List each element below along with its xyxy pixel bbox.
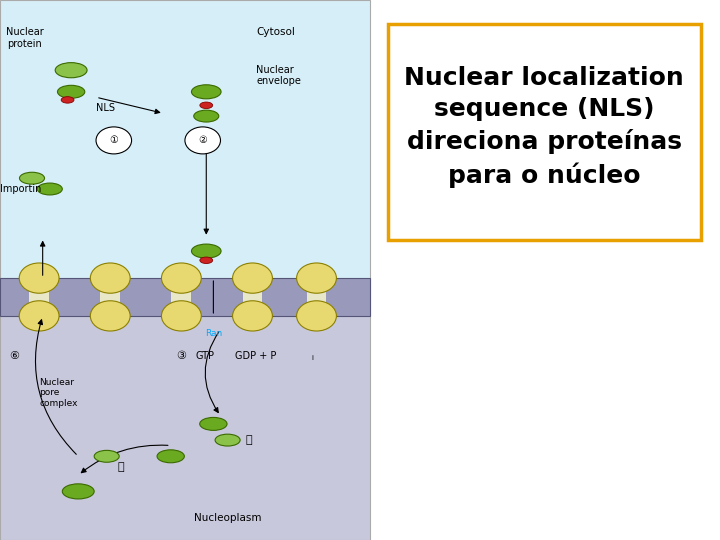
Text: NLS: NLS (96, 103, 115, 113)
Text: ⑥: ⑥ (9, 352, 19, 361)
Circle shape (161, 263, 202, 293)
Bar (100, 278, 120, 316)
Text: GTP: GTP (196, 352, 215, 361)
Text: Importin: Importin (0, 184, 41, 194)
Text: ⑸: ⑸ (117, 462, 125, 472)
Ellipse shape (157, 450, 184, 463)
Circle shape (185, 127, 220, 154)
Circle shape (233, 301, 272, 331)
Bar (30, 278, 49, 316)
Text: Nuclear
pore
complex: Nuclear pore complex (39, 378, 78, 408)
Circle shape (90, 301, 130, 331)
FancyBboxPatch shape (0, 0, 370, 297)
Text: ③: ③ (176, 352, 186, 361)
Ellipse shape (192, 244, 221, 258)
Ellipse shape (200, 257, 212, 264)
Text: ⑷: ⑷ (246, 435, 252, 445)
Circle shape (19, 263, 59, 293)
Text: ①: ① (109, 136, 118, 145)
Text: ②: ② (198, 136, 207, 145)
Text: Nuclear
envelope: Nuclear envelope (256, 65, 301, 86)
Text: i: i (312, 355, 313, 361)
Ellipse shape (19, 172, 45, 184)
Circle shape (90, 263, 130, 293)
Text: GDP + P: GDP + P (235, 352, 276, 361)
Ellipse shape (63, 484, 94, 499)
Circle shape (297, 301, 336, 331)
FancyBboxPatch shape (387, 24, 701, 240)
Circle shape (96, 127, 132, 154)
Bar (0, 278, 370, 316)
FancyBboxPatch shape (0, 297, 370, 540)
Text: Nucleoplasm: Nucleoplasm (194, 514, 261, 523)
Circle shape (297, 263, 336, 293)
Text: Nuclear localization
sequence (NLS)
direciona proteínas
para o núcleo: Nuclear localization sequence (NLS) dire… (404, 66, 684, 188)
Text: Cytosol: Cytosol (256, 27, 295, 37)
Text: Ran: Ran (204, 328, 222, 338)
Ellipse shape (61, 97, 74, 103)
Ellipse shape (94, 450, 120, 462)
Circle shape (19, 301, 59, 331)
Ellipse shape (215, 434, 240, 446)
Bar (307, 278, 326, 316)
Ellipse shape (192, 85, 221, 99)
Ellipse shape (200, 102, 212, 109)
Ellipse shape (194, 110, 219, 122)
Circle shape (233, 263, 272, 293)
Circle shape (161, 301, 202, 331)
Bar (243, 278, 263, 316)
Ellipse shape (58, 85, 85, 98)
Ellipse shape (55, 63, 87, 78)
Ellipse shape (199, 417, 227, 430)
Text: Nuclear
protein: Nuclear protein (6, 27, 44, 49)
Ellipse shape (37, 183, 63, 195)
Bar (171, 278, 192, 316)
